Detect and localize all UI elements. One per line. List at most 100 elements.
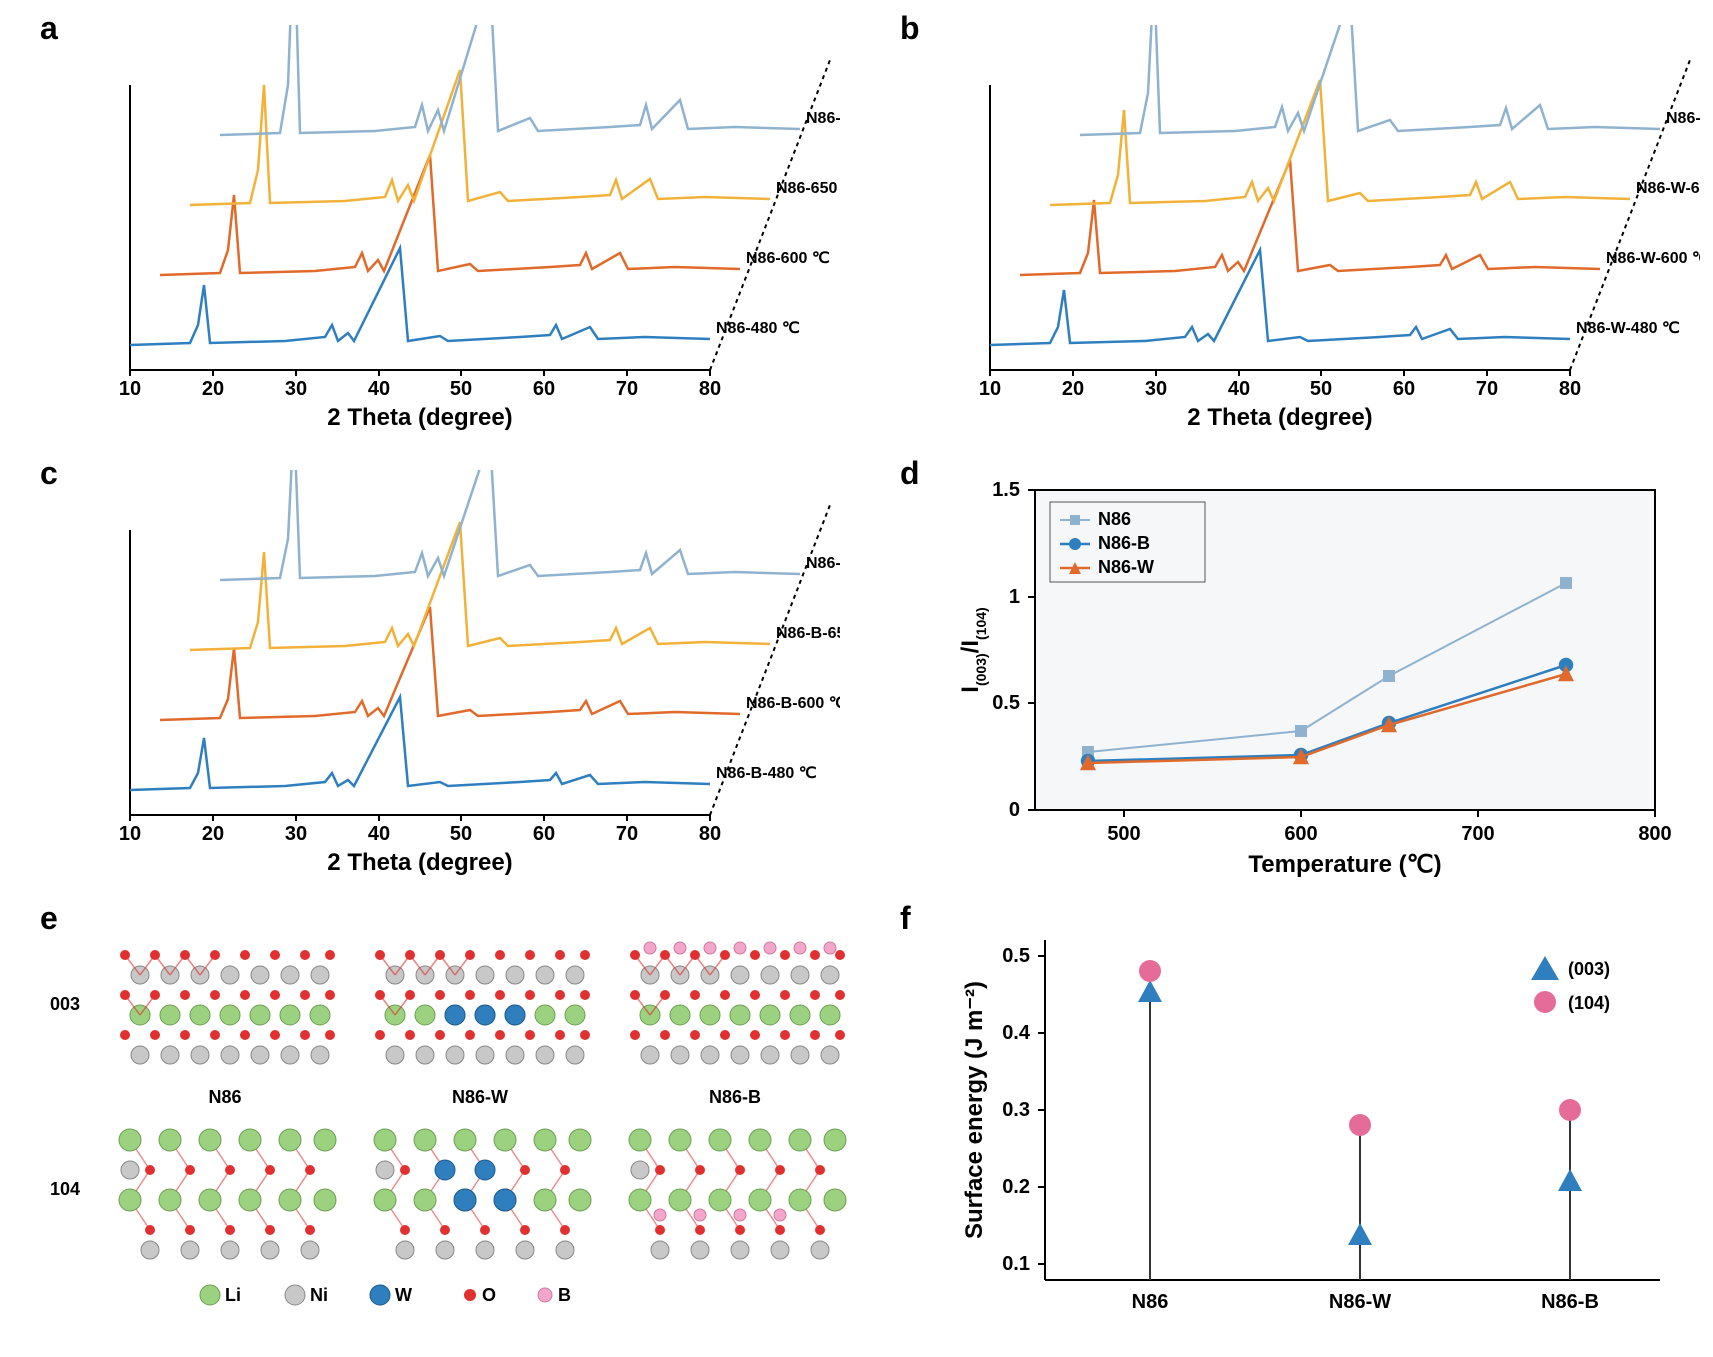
xtick: 40 [368,378,390,400]
xtick: 30 [1145,378,1167,400]
xtick: 60 [1393,378,1415,400]
panel-a-xrd: 10 20 30 40 50 60 70 80 [70,25,840,435]
panel-label-c: c [40,455,58,492]
xcat: N86 [1132,1291,1169,1313]
xrd-b-spectra [990,25,1660,345]
col-label: N86 [208,1087,241,1107]
xcat: N86-W [1329,1291,1391,1313]
struct-003-n86b [625,940,845,1070]
struct-104-n86b [625,1120,846,1260]
xtick: 800 [1638,823,1671,845]
lineplot-svg: 500 600 700 800 0 0.5 1 1.5 Temperature … [960,470,1680,880]
xrd-svg-a: 10 20 30 40 50 60 70 80 [70,25,840,435]
xtick: 30 [285,378,307,400]
series-label: N86-W-480 ℃ [1576,320,1680,337]
row-label-003: 003 [50,994,80,1014]
ytick: 0.5 [992,692,1020,714]
series-label: N86-480 ℃ [716,320,800,337]
ytick: 0.5 [1002,945,1030,967]
atom-label: B [558,1285,571,1305]
xtick: 10 [119,823,141,845]
xaxis-label-d: Temperature (℃) [1248,851,1441,878]
legend-text: N86-W [1098,557,1154,577]
panel-d-lineplot: 500 600 700 800 0 0.5 1 1.5 Temperature … [960,470,1680,880]
ytick: 1.5 [992,479,1020,501]
yaxis-label-f: Surface energy (J m⁻²) [961,981,988,1239]
axes-a: 10 20 30 40 50 60 70 80 [119,60,830,400]
xtick: 50 [1310,378,1332,400]
xtick: 20 [202,823,224,845]
series-label: N86-650 ℃ [776,180,840,197]
ytick: 0.1 [1002,1253,1030,1275]
xtick: 80 [1559,378,1581,400]
xtick: 600 [1284,823,1317,845]
xrd-svg-c: 10 20 30 40 50 60 70 80 2 Theta (degree) [70,470,840,880]
xtick: 50 [450,823,472,845]
legend-text: (104) [1568,993,1610,1013]
panel-f-surfenergy: 0.1 0.2 0.3 0.4 0.5 Surface energy (J m⁻… [960,920,1680,1340]
xrd-c-spectra [130,470,800,790]
surfenergy-svg: 0.1 0.2 0.3 0.4 0.5 Surface energy (J m⁻… [960,920,1680,1340]
struct-003-n86 [115,940,335,1070]
xtick: 50 [450,378,472,400]
series-label: N86-B-600 ℃ [746,695,840,712]
structures-svg: 003 104 N86 N86-W N86-B Li Ni W O B [40,925,870,1345]
xtick: 80 [699,378,721,400]
atom-label: W [395,1285,412,1305]
atom-label: Li [225,1285,241,1305]
ytick: 0.4 [1002,1022,1031,1044]
xrd-a-spectra [130,25,800,345]
xtick: 30 [285,823,307,845]
xtick: 70 [1476,378,1498,400]
xtick: 60 [533,378,555,400]
xtick: 70 [616,823,638,845]
legend-text: N86-B [1098,533,1150,553]
xtick: 70 [616,378,638,400]
series-label: N86-W-750 ℃ [1666,110,1700,127]
xtick: 80 [699,823,721,845]
legend-text: N86 [1098,509,1131,529]
legend-text: (003) [1568,959,1610,979]
col-label: N86-W [452,1087,508,1107]
series-label: N86-B-750 ℃ [806,555,840,572]
panel-label-a: a [40,10,58,47]
series-label: N86-750 ℃ [806,110,840,127]
xrd-svg-b: 10 20 30 40 50 60 70 80 2 Theta (degree) [930,25,1700,435]
series-label: N86-W-650 ℃ [1636,180,1700,197]
row-label-104: 104 [50,1179,80,1199]
xtick: 10 [119,378,141,400]
series-label: N86-W-600 ℃ [1606,250,1700,267]
panel-c-xrd: 10 20 30 40 50 60 70 80 2 Theta (degree) [70,470,840,880]
panel-label-f: f [900,900,911,937]
markers-104 [1139,960,1581,1136]
struct-003-n86w [370,940,590,1070]
legend-f: (003) (104) [1531,956,1610,1013]
xaxis-label-b: 2 Theta (degree) [1187,404,1372,431]
xtick: 20 [1062,378,1084,400]
atom-label: O [482,1285,496,1305]
ytick: 0.3 [1002,1099,1030,1121]
xtick: 500 [1107,823,1140,845]
series-labels-a: N86-480 ℃ N86-600 ℃ N86-650 ℃ N86-750 ℃ [716,110,840,337]
panel-label-d: d [900,455,920,492]
panel-b-xrd: 10 20 30 40 50 60 70 80 2 Theta (degree) [930,25,1700,435]
xtick: 60 [533,823,555,845]
struct-104-n86 [115,1120,336,1260]
atom-legend: Li Ni W O B [200,1285,571,1305]
atom-label: Ni [310,1285,328,1305]
xaxis-label-c: 2 Theta (degree) [327,849,512,876]
xtick: 20 [202,378,224,400]
yaxis-label-d: I(003)/I(104) [960,607,989,692]
xtick: 40 [1228,378,1250,400]
xtick: 700 [1461,823,1494,845]
xtick: 40 [368,823,390,845]
col-label: N86-B [709,1087,761,1107]
series-label: N86-600 ℃ [746,250,830,267]
figure-root: a b c d e f 10 20 30 40 50 60 70 80 [0,0,1713,1357]
struct-104-n86w [370,1120,591,1260]
panel-e-structures: 003 104 N86 N86-W N86-B Li Ni W O B [40,925,870,1345]
ytick: 0 [1009,799,1020,821]
ytick: 1 [1009,586,1020,608]
xcat: N86-B [1541,1291,1599,1313]
series-label: N86-B-480 ℃ [716,765,817,782]
